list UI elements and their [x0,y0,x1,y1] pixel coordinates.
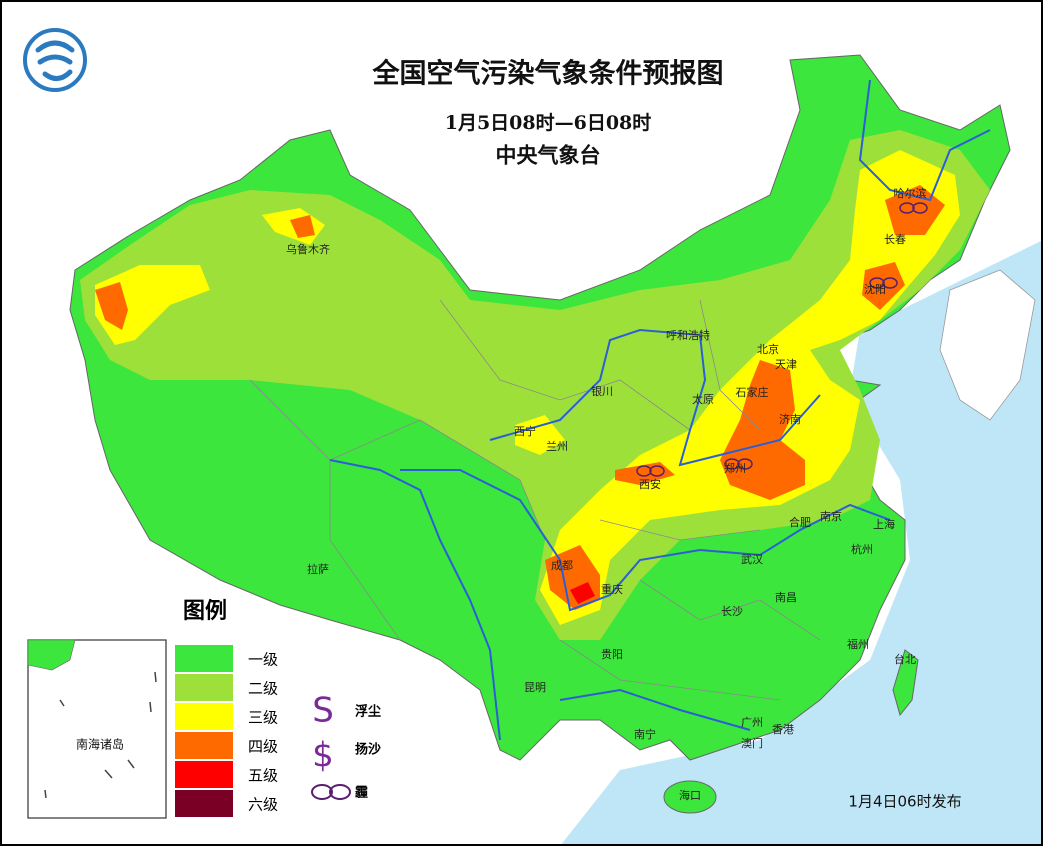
city-label: 贵阳 [601,648,623,661]
sea [560,240,1043,846]
symbol-glyph: S [312,691,334,731]
period: 1月5日08时—6日08时 [445,112,652,134]
city-label: 香港 [772,723,794,736]
city-label: 南京 [820,509,842,523]
legend-swatch [175,790,233,817]
inset-label: 南海诸岛 [76,737,124,752]
region-level-3 [95,265,210,345]
city-label: 重庆 [601,582,623,596]
haze-symbol [311,784,351,800]
title: 全国空气污染气象条件预报图 [372,58,724,90]
city-label: 沈阳 [864,282,886,296]
city-label: 呼和浩特 [666,328,710,342]
issue-time: 1月4日06时发布 [848,793,961,811]
legend-swatch [175,761,233,788]
city-label: 昆明 [524,681,546,694]
legend-label: 六级 [248,796,278,814]
symbol-glyph: $ [312,736,334,776]
legend-label: 三级 [248,709,278,727]
city-label: 银川 [591,384,613,398]
region-level-5 [570,582,595,604]
legend-label: 一级 [248,651,278,669]
city-label: 成都 [551,559,573,572]
symbol-label: 扬沙 [355,742,381,758]
city-label: 南宁 [634,727,656,741]
city-label: 长春 [884,233,906,246]
legend-swatch [175,732,233,759]
region-level-2 [80,130,990,640]
region-level-4 [720,360,805,500]
city-label: 石家庄 [736,385,769,399]
city-label: 天津 [775,358,797,371]
issuer: 中央气象台 [496,143,601,168]
hainan [663,780,717,814]
city-label: 上海 [873,517,895,531]
city-label: 合肥 [789,515,811,529]
city-label: 海口 [679,788,701,802]
symbol-label: 霾 [355,786,368,801]
korea [939,269,1036,421]
region-level-4 [95,282,128,330]
city-label: 长沙 [721,605,743,618]
city-label: 南昌 [775,591,797,604]
city-label: 杭州 [851,542,873,556]
city-label: 哈尔滨 [894,186,927,200]
city-label: 济南 [779,412,801,426]
city-label: 福州 [847,637,869,651]
legend-label: 四级 [248,738,278,756]
pearl-river [559,688,751,731]
legend-label: 五级 [248,767,278,785]
legend-swatch [175,703,233,730]
inset: 南海诸岛 [27,639,167,819]
symbol-label: 浮尘 [355,704,381,720]
taiwan [892,649,919,717]
city-label: 西宁 [514,424,536,438]
city-label: 太原 [692,393,714,406]
city-label: 拉萨 [307,562,329,576]
city-label: 西安 [639,477,661,491]
region-level-3 [515,415,565,455]
city-label: 武汉 [741,553,763,566]
yellow-river [489,328,821,467]
city-label: 乌鲁木齐 [286,242,330,256]
city-label: 澳门 [741,736,763,750]
legend-label: 二级 [248,680,278,698]
city-label: 兰州 [546,440,568,453]
legend-swatch [175,674,233,701]
yangtze [400,469,891,612]
city-label: 台北 [894,652,916,666]
legend-swatch [175,645,233,672]
city-label: 北京 [757,342,779,356]
legend-title: 图例 [183,598,227,624]
city-label: 郑州 [724,461,746,475]
region-level-4 [615,462,675,485]
province-border [249,299,821,701]
river [858,79,991,202]
haze-markers [636,202,928,477]
river [329,459,501,741]
region-level-4 [290,215,315,238]
logo [23,28,87,92]
city-label: 广州 [741,716,763,729]
